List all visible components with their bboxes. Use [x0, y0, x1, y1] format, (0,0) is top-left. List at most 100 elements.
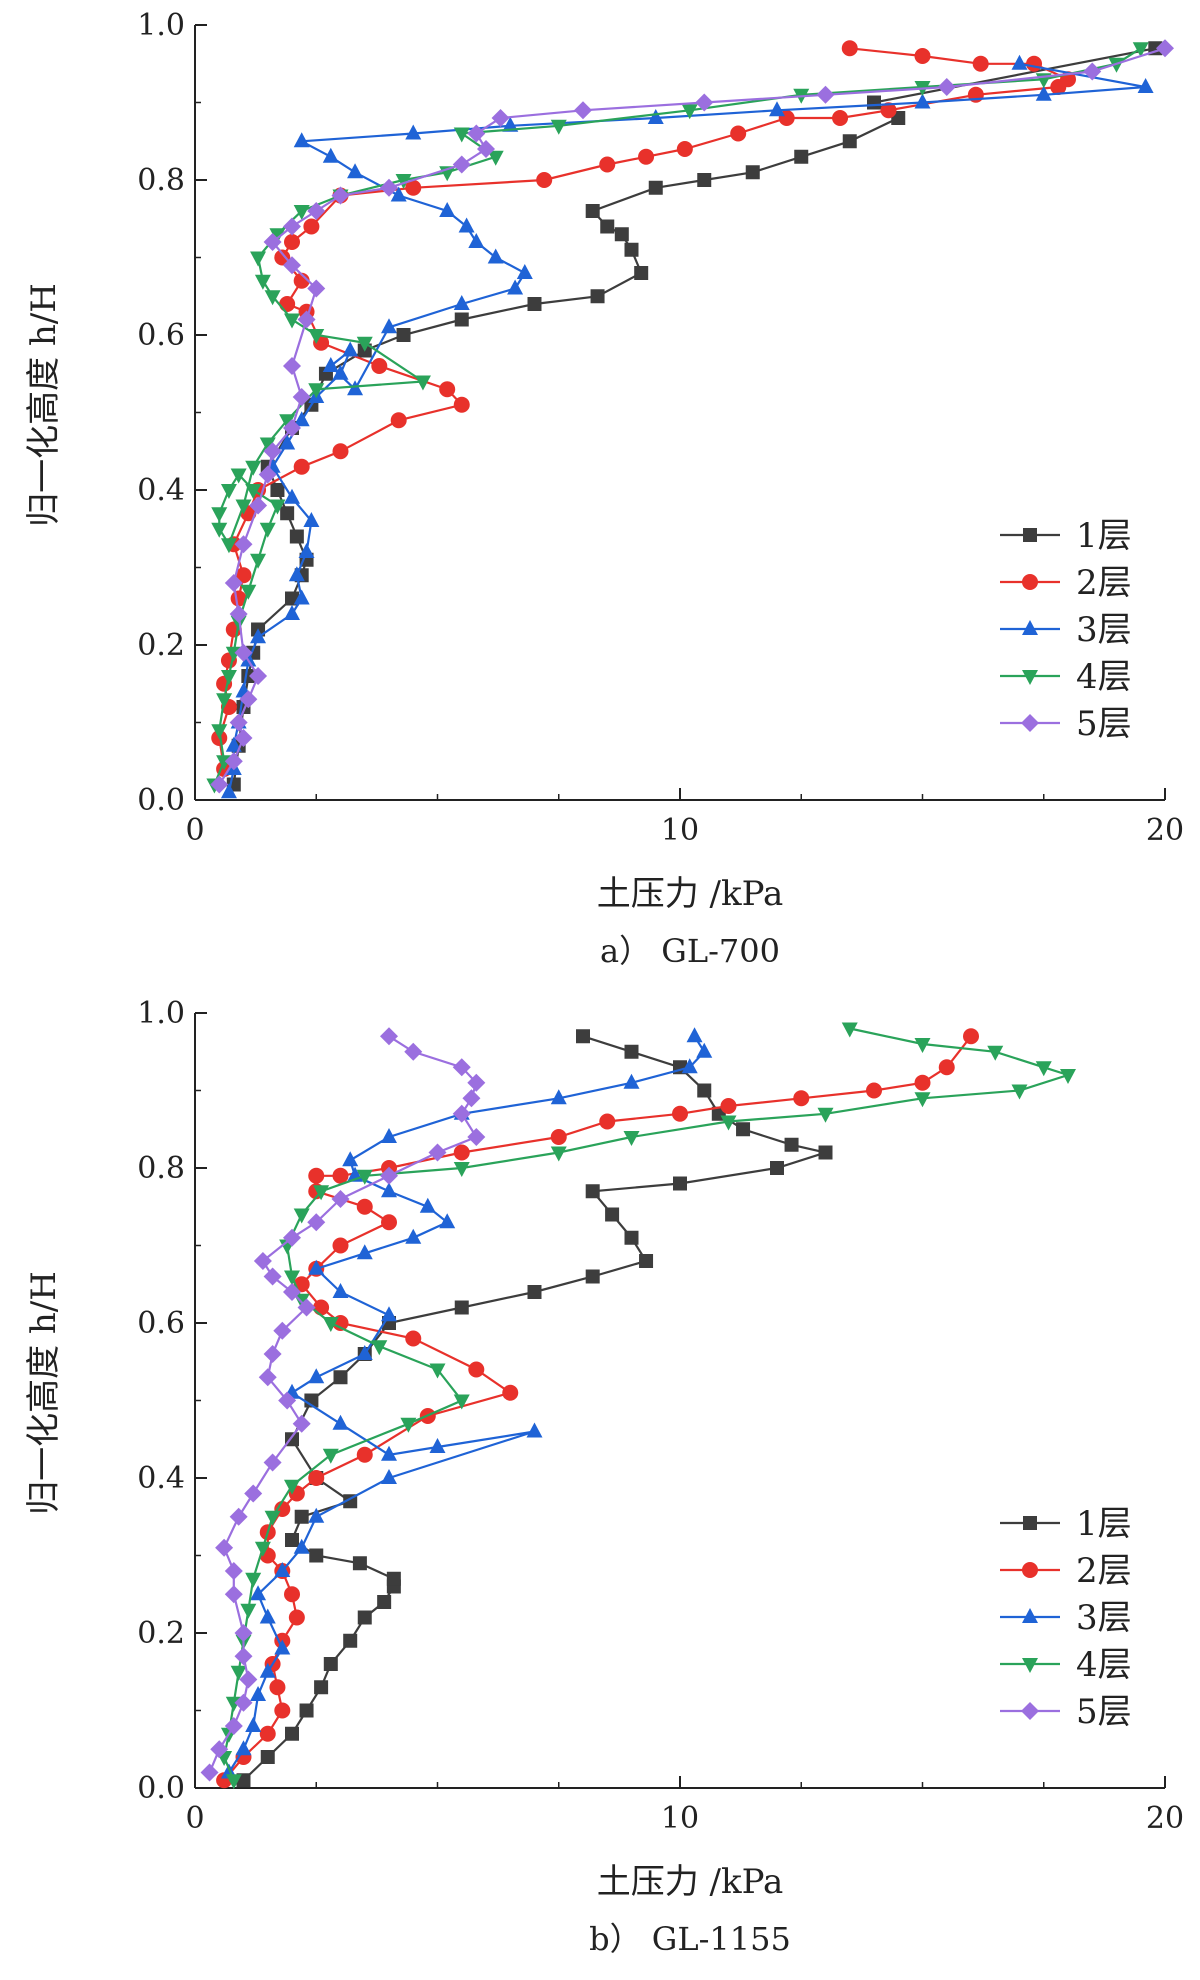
data-point-series-1	[648, 180, 663, 195]
data-point-series-3	[390, 186, 407, 202]
data-point-series-3	[322, 147, 339, 163]
data-point-series-5	[273, 1321, 292, 1340]
data-point-series-3	[507, 279, 524, 295]
data-point-series-4	[235, 499, 252, 515]
data-point-series-4	[395, 174, 412, 189]
data-point-series-1	[377, 1595, 392, 1609]
data-point-series-1	[289, 529, 304, 544]
data-point-series-4	[245, 460, 262, 476]
data-point-series-2	[841, 40, 858, 57]
data-point-series-5	[253, 1252, 272, 1270]
data-point-series-2	[502, 1384, 519, 1401]
data-point-series-3	[279, 434, 296, 450]
data-point-series-5	[283, 256, 301, 275]
data-point-series-4	[220, 484, 237, 499]
data-point-series-2	[1026, 55, 1043, 72]
legend-marker	[1022, 1608, 1038, 1623]
data-point-series-2	[866, 1082, 882, 1099]
data-point-series-5	[292, 1414, 311, 1433]
data-point-series-5	[239, 690, 258, 709]
data-point-series-4	[720, 1115, 737, 1131]
data-point-series-1	[270, 483, 285, 497]
data-point-series-2	[308, 1167, 325, 1184]
data-point-series-1	[454, 312, 469, 327]
data-point-series-1	[736, 1122, 751, 1137]
data-point-series-1	[590, 289, 605, 304]
data-point-series-5	[229, 713, 248, 732]
data-point-series-1	[357, 1610, 372, 1625]
data-point-series-1	[600, 219, 615, 234]
x-tick-label: 20	[1146, 1801, 1184, 1836]
data-point-series-1	[527, 1285, 542, 1299]
data-point-series-4	[254, 1541, 271, 1557]
data-point-series-4	[284, 313, 300, 329]
data-point-series-4	[914, 1092, 931, 1108]
data-point-series-5	[263, 442, 282, 461]
data-point-series-3	[487, 248, 504, 264]
data-point-series-2	[390, 412, 407, 429]
data-point-series-3	[332, 1283, 349, 1298]
data-point-series-2	[468, 1361, 485, 1378]
series-line-4	[222, 1027, 1072, 1781]
legend-marker	[1021, 1702, 1039, 1720]
data-point-series-4	[245, 484, 262, 499]
data-point-series-4	[240, 1603, 257, 1619]
data-point-series-4	[1060, 1069, 1076, 1084]
data-point-series-3	[381, 1445, 397, 1461]
data-point-series-1	[323, 1657, 338, 1671]
data-point-series-3	[274, 1562, 291, 1577]
data-point-series-1	[285, 1533, 299, 1547]
data-point-series-1	[294, 1509, 309, 1524]
data-point-series-5	[307, 279, 326, 298]
data-point-series-2	[371, 358, 388, 374]
data-point-series-3	[1137, 78, 1154, 93]
x-tick-label: 0	[185, 813, 204, 848]
data-point-series-4	[259, 522, 276, 538]
legend-label: 2层	[1076, 1551, 1132, 1591]
data-point-series-3	[220, 783, 237, 799]
legend-label: 3层	[1076, 610, 1132, 650]
data-point-series-5	[263, 233, 282, 251]
data-point-series-5	[234, 535, 253, 554]
y-tick-label: 1.0	[137, 8, 185, 43]
data-point-series-3	[356, 1345, 373, 1360]
data-point-series-5	[452, 1058, 471, 1077]
data-point-series-2	[274, 1702, 291, 1719]
data-point-series-5	[428, 1143, 447, 1162]
data-point-series-1	[352, 1556, 367, 1571]
data-point-series-3	[308, 1368, 325, 1384]
data-point-series-1	[285, 1726, 299, 1741]
data-point-series-4	[1035, 1061, 1052, 1077]
data-point-series-3	[516, 264, 533, 279]
chart-caption: b） GL-1155	[589, 1920, 791, 1958]
data-point-series-3	[308, 1507, 325, 1523]
data-point-series-1	[299, 1703, 314, 1718]
x-tick-label: 10	[661, 1801, 699, 1836]
data-point-series-5	[210, 775, 229, 794]
data-point-series-1	[770, 1161, 784, 1175]
data-point-series-5	[229, 605, 248, 623]
data-point-series-5	[210, 1740, 229, 1759]
data-point-series-1	[818, 1145, 833, 1160]
data-point-series-2	[972, 55, 989, 72]
data-point-series-5	[283, 1283, 301, 1301]
data-point-series-4	[841, 1022, 858, 1038]
data-point-series-3	[250, 1686, 267, 1701]
data-point-series-2	[293, 272, 310, 289]
data-point-series-1	[867, 95, 881, 110]
data-point-series-4	[240, 584, 257, 600]
data-point-series-1	[576, 1029, 590, 1044]
data-point-series-2	[453, 1144, 470, 1161]
data-point-series-4	[259, 437, 276, 453]
data-point-series-1	[745, 165, 760, 180]
legend-marker	[1023, 528, 1037, 542]
data-point-series-2	[274, 249, 291, 266]
data-point-series-2	[332, 1237, 349, 1254]
chart-caption: a） GL-700	[600, 932, 780, 970]
data-point-series-1	[585, 1184, 600, 1199]
data-point-series-5	[477, 140, 495, 158]
data-point-series-2	[880, 102, 897, 119]
data-point-series-5	[224, 1717, 243, 1735]
x-tick-label: 20	[1146, 813, 1184, 848]
data-point-series-5	[283, 419, 301, 437]
